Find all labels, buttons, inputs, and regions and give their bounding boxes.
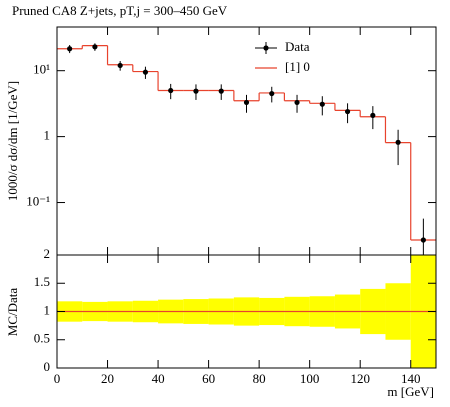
data-point: [117, 62, 123, 69]
ratio-frame: [56, 254, 437, 369]
y-tick-label: 1: [44, 128, 51, 143]
data-point: [218, 88, 224, 94]
legend-label: [1] 0: [285, 59, 310, 74]
y-tick-label: 0.5: [34, 331, 50, 346]
x-tick-label: 100: [300, 371, 320, 386]
y-tick-label: 0: [44, 359, 51, 374]
x-tick-label: 0: [54, 371, 61, 386]
x-tick-label: 40: [152, 371, 165, 386]
x-tick-label: 20: [101, 371, 114, 386]
ratio-y-axis-label: MC/Data: [5, 288, 20, 337]
y-tick-label: 10¹: [33, 62, 50, 77]
data-point: [294, 99, 300, 106]
legend-swatch: [263, 45, 269, 51]
data-point: [168, 87, 174, 94]
data-point: [420, 237, 426, 243]
data-point: [142, 69, 149, 75]
data-point: [319, 101, 325, 107]
x-tick-label: 140: [401, 371, 421, 386]
y-tick-label: 1.5: [34, 274, 50, 289]
y-tick-label: 1: [44, 302, 51, 317]
legend-label: Data: [285, 39, 310, 54]
data-point: [269, 90, 275, 97]
x-axis-label: m [GeV]: [387, 384, 434, 399]
data-point: [395, 139, 401, 145]
chart-title: Pruned CA8 Z+jets, pT,j = 300–450 GeV: [12, 3, 228, 18]
data-point: [344, 108, 351, 115]
x-tick-label: 60: [202, 371, 215, 386]
y-tick-label: 2: [44, 246, 51, 261]
data-point: [92, 44, 98, 50]
y-tick-label: 10⁻¹: [26, 194, 50, 209]
y-axis-label: 1000/σ dσ/dm [1/GeV]: [5, 81, 20, 201]
data-point: [193, 88, 199, 94]
x-tick-label: 80: [253, 371, 266, 386]
data-point: [370, 112, 376, 118]
data-point: [243, 99, 250, 106]
x-tick-label: 120: [350, 371, 370, 386]
main-frame: [56, 26, 437, 256]
data-point: [67, 46, 73, 52]
